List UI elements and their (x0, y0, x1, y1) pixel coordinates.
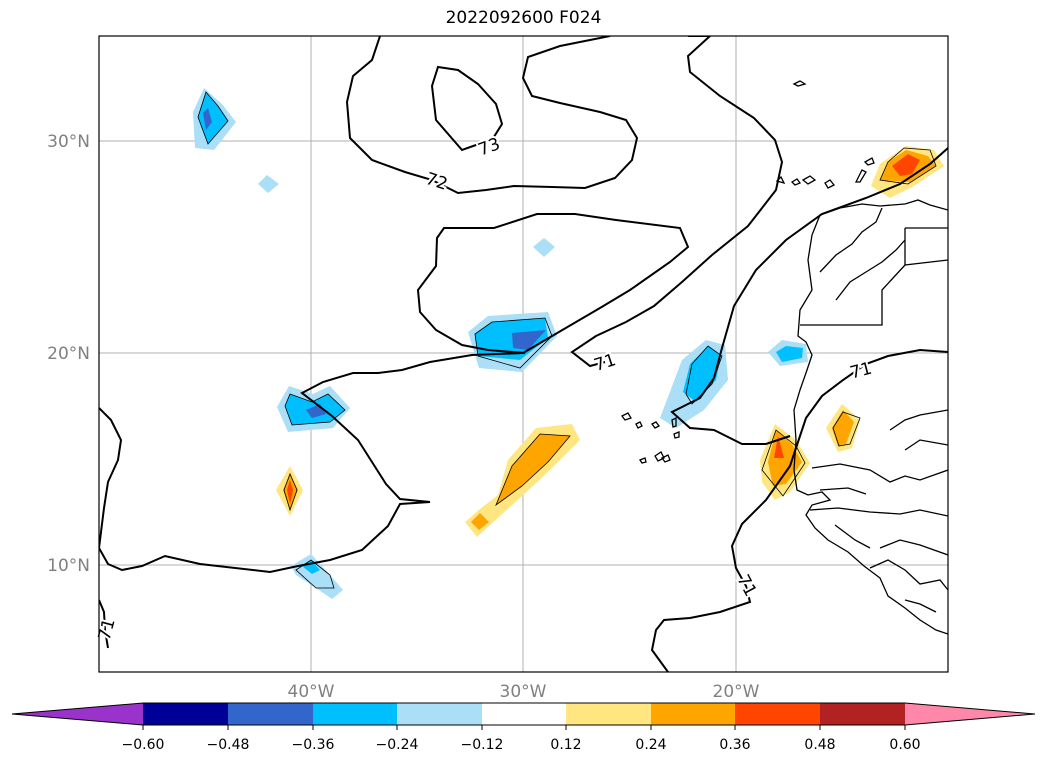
contour-label-71-south: 71 (732, 571, 760, 599)
colorbar-upper-extend (905, 703, 1035, 725)
positive-anomaly-fill (276, 146, 944, 537)
colorbar-bin (651, 703, 735, 725)
contour-label-72: 72 (423, 169, 450, 195)
colorbar-tick-label: −0.36 (292, 737, 335, 753)
map-panel: 73 72 71 71 71 71 (93, 35, 949, 673)
colorbar-tick-labels: −0.60 −0.48 −0.36 −0.24 −0.12 0.12 0.24 … (122, 737, 921, 753)
colorbar-tick-label: 0.36 (719, 737, 750, 753)
colorbar-tick-label: 0.48 (804, 737, 835, 753)
colorbar-bin (143, 703, 228, 725)
colorbar-bin (228, 703, 313, 725)
colorbar-bin (735, 703, 820, 725)
longitude-labels: 40°W 30°W 20°W (288, 682, 760, 702)
colorbar-tick-label: −0.60 (122, 737, 165, 753)
map-title: 2022092600 F024 (445, 8, 602, 28)
colorbar-bin (566, 703, 651, 725)
contour-label-71-central: 71 (592, 350, 619, 376)
contour-label-73: 73 (476, 134, 503, 160)
colorbar-bin (397, 703, 482, 725)
colorbar-ticks (142, 725, 906, 730)
colorbar: −0.60 −0.48 −0.36 −0.24 −0.12 0.12 0.24 … (11, 702, 1036, 753)
lat-label-30n: 30°N (47, 132, 90, 152)
colorbar-tick-label: −0.12 (461, 737, 504, 753)
colorbar-lower-extend (12, 703, 143, 725)
colorbar-tick-label: 0.60 (889, 737, 920, 753)
colorbar-tick-label: −0.48 (207, 737, 250, 753)
lon-label-40w: 40°W (288, 682, 335, 702)
colorbar-bin (482, 703, 566, 725)
colorbar-bin (313, 703, 397, 725)
negative-anomaly-fill (193, 88, 808, 599)
colorbar-tick-label: 0.24 (635, 737, 666, 753)
colorbar-bin (820, 703, 905, 725)
colorbar-tick-label: −0.24 (376, 737, 419, 753)
lat-label-20n: 20°N (47, 344, 90, 364)
anomaly-outlines (197, 91, 937, 589)
lon-label-30w: 30°W (500, 682, 547, 702)
lat-label-10n: 10°N (47, 556, 90, 576)
colorbar-tick-label: 0.12 (550, 737, 581, 753)
map-frame (98, 35, 949, 673)
latitude-labels: 30°N 20°N 10°N (47, 132, 90, 576)
lon-label-20w: 20°W (713, 682, 760, 702)
height-contours (99, 36, 948, 672)
